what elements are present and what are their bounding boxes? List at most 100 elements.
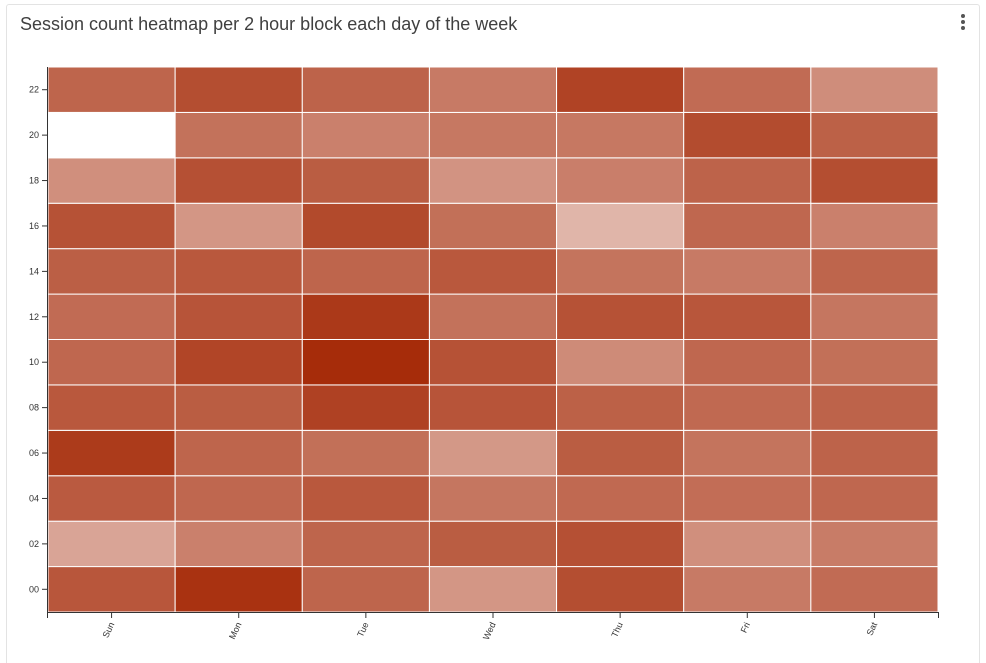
heatmap-cell — [683, 66, 812, 113]
heatmap-cell — [301, 475, 430, 522]
heatmap-cell — [428, 384, 558, 431]
heatmap-cell — [556, 111, 685, 159]
heatmap-cell — [47, 157, 176, 204]
heatmap-cell — [428, 66, 558, 113]
heatmap-cell — [174, 157, 303, 204]
y-tick-label: 16 — [29, 221, 39, 231]
y-tick-label: 10 — [29, 357, 39, 367]
x-tick-label: Thu — [609, 621, 625, 639]
heatmap-cell — [556, 339, 685, 386]
heatmap-cell — [556, 157, 685, 204]
heatmap-cell — [301, 339, 430, 386]
y-tick-label: 00 — [29, 584, 39, 594]
heatmap-cell — [683, 111, 812, 159]
heatmap-cell — [174, 475, 303, 522]
heatmap-cell — [556, 293, 685, 341]
heatmap-cell — [47, 339, 176, 386]
heatmap-cell — [556, 520, 685, 568]
heatmap-cell — [810, 293, 939, 341]
y-tick-label: 06 — [29, 448, 39, 458]
heatmap-cell — [47, 475, 176, 522]
y-tick-label: 04 — [29, 493, 39, 503]
heatmap-cell — [174, 293, 303, 341]
heatmap-cell — [301, 293, 430, 341]
heatmap-cell — [556, 248, 685, 295]
heatmap-cell — [174, 111, 303, 159]
heatmap-cell — [47, 248, 176, 295]
heatmap-cell — [174, 339, 303, 386]
heatmap-cell — [683, 384, 812, 431]
heatmap-cell — [683, 157, 812, 204]
heatmap-cell — [556, 429, 685, 477]
heatmap-cell — [428, 520, 558, 568]
heatmap-cell — [683, 293, 812, 341]
heatmap-cell — [428, 293, 558, 341]
heatmap-cell — [301, 384, 430, 431]
vertical-ellipsis-icon[interactable] — [956, 13, 970, 33]
y-tick-label: 02 — [29, 539, 39, 549]
chart-title: Session count heatmap per 2 hour block e… — [20, 14, 518, 34]
heatmap-cell — [301, 111, 430, 159]
heatmap-cell — [301, 520, 430, 568]
heatmap-cell — [47, 293, 176, 341]
heatmap-cell — [301, 66, 430, 113]
heatmap-cell — [683, 248, 812, 295]
heatmap-cell — [428, 202, 558, 250]
heatmap-cell — [301, 566, 430, 613]
heatmap-cell — [810, 475, 939, 522]
heatmap-cell — [301, 157, 430, 204]
heatmap-cell — [810, 566, 939, 613]
heatmap-cells — [47, 66, 939, 613]
heatmap-cell — [683, 339, 812, 386]
x-tick-label: Sun — [101, 621, 117, 640]
heatmap-cell — [174, 520, 303, 568]
heatmap-cell — [174, 66, 303, 113]
y-tick-label: 14 — [29, 266, 39, 276]
heatmap-cell — [556, 202, 685, 250]
heatmap-cell — [810, 157, 939, 204]
y-tick-label: 22 — [29, 85, 39, 95]
y-tick-label: 12 — [29, 312, 39, 322]
heatmap-cell — [301, 429, 430, 477]
heatmap-cell — [428, 248, 558, 295]
heatmap-cell — [47, 66, 176, 113]
heatmap-cell — [683, 202, 812, 250]
heatmap-cell — [810, 429, 939, 477]
heatmap-cell — [683, 566, 812, 613]
heatmap-cell — [174, 566, 303, 613]
heatmap-cell — [174, 429, 303, 477]
heatmap-cell — [428, 566, 558, 613]
y-tick-label: 18 — [29, 176, 39, 186]
heatmap-cell — [810, 520, 939, 568]
heatmap-cell — [47, 566, 176, 613]
heatmap-cell — [428, 429, 558, 477]
heatmap-cell — [47, 384, 176, 431]
x-tick-label: Wed — [481, 621, 498, 642]
heatmap-cell — [174, 202, 303, 250]
heatmap-cell — [683, 520, 812, 568]
x-tick-label: Tue — [355, 621, 370, 639]
heatmap-cell — [810, 339, 939, 386]
heatmap-cell — [174, 248, 303, 295]
heatmap-cell — [301, 202, 430, 250]
heatmap-cell — [683, 475, 812, 522]
heatmap-cell — [556, 566, 685, 613]
heatmap-cell — [174, 384, 303, 431]
heatmap-cell — [810, 66, 939, 113]
heatmap-cell — [810, 111, 939, 159]
heatmap-cell — [47, 520, 176, 568]
heatmap-cell — [556, 66, 685, 113]
heatmap-cell — [301, 248, 430, 295]
x-tick-label: Fri — [739, 621, 753, 635]
y-tick-label: 20 — [29, 130, 39, 140]
heatmap-cell — [428, 339, 558, 386]
x-tick-label: Mon — [227, 621, 243, 641]
heatmap-cell — [428, 111, 558, 159]
heatmap-cell — [556, 475, 685, 522]
heatmap-cell — [47, 111, 176, 159]
heatmap-cell — [47, 429, 176, 477]
heatmap-cell — [428, 157, 558, 204]
x-tick-label: Sat — [864, 620, 879, 637]
heatmap-cell — [810, 248, 939, 295]
